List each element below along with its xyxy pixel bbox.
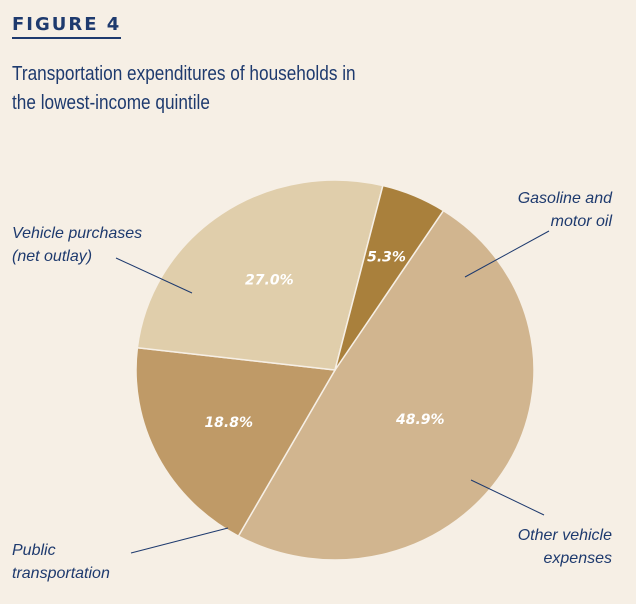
chart-title: Transportation expenditures of household… [12, 63, 356, 114]
value-label-other-vehicle-expenses: 27.0% [245, 272, 294, 288]
category-label-public-transportation-line-2: transportation [12, 565, 110, 582]
pie-slice-public-transportation [334, 184, 445, 371]
value-label-vehicle-purchases: 48.9% [395, 412, 445, 428]
category-label-gasoline-motor-oil-line-2: motor oil [551, 213, 613, 230]
pie-slice-vehicle-purchases [237, 209, 535, 561]
category-label-public-transportation-line-1: Public [12, 542, 56, 559]
category-label-gasoline-motor-oil-line-1: Gasoline and [518, 190, 613, 207]
figure-label: FIGURE 4 [12, 14, 122, 39]
category-label-vehicle-purchases-line-1: Vehicle purchases [12, 225, 142, 242]
category-label-vehicle-purchases-line-2: (net outlay) [12, 248, 92, 265]
pie-slice-other-vehicle-expenses [136, 179, 384, 371]
category-label-other-vehicle-expenses-line-2: expenses [544, 550, 613, 567]
leader-line-other-vehicle-expenses [470, 479, 545, 516]
value-label-gasoline-motor-oil: 18.8% [204, 415, 253, 431]
leader-line-vehicle-purchases [115, 257, 193, 294]
category-label-other-vehicle-expenses-line-1: Other vehicle [518, 527, 612, 544]
leader-line-gasoline-motor-oil [464, 230, 550, 278]
leader-line-public-transportation [130, 527, 229, 554]
value-label-public-transportation: 5.3% [367, 250, 406, 266]
pie-slice-gasoline-motor-oil [135, 346, 337, 538]
